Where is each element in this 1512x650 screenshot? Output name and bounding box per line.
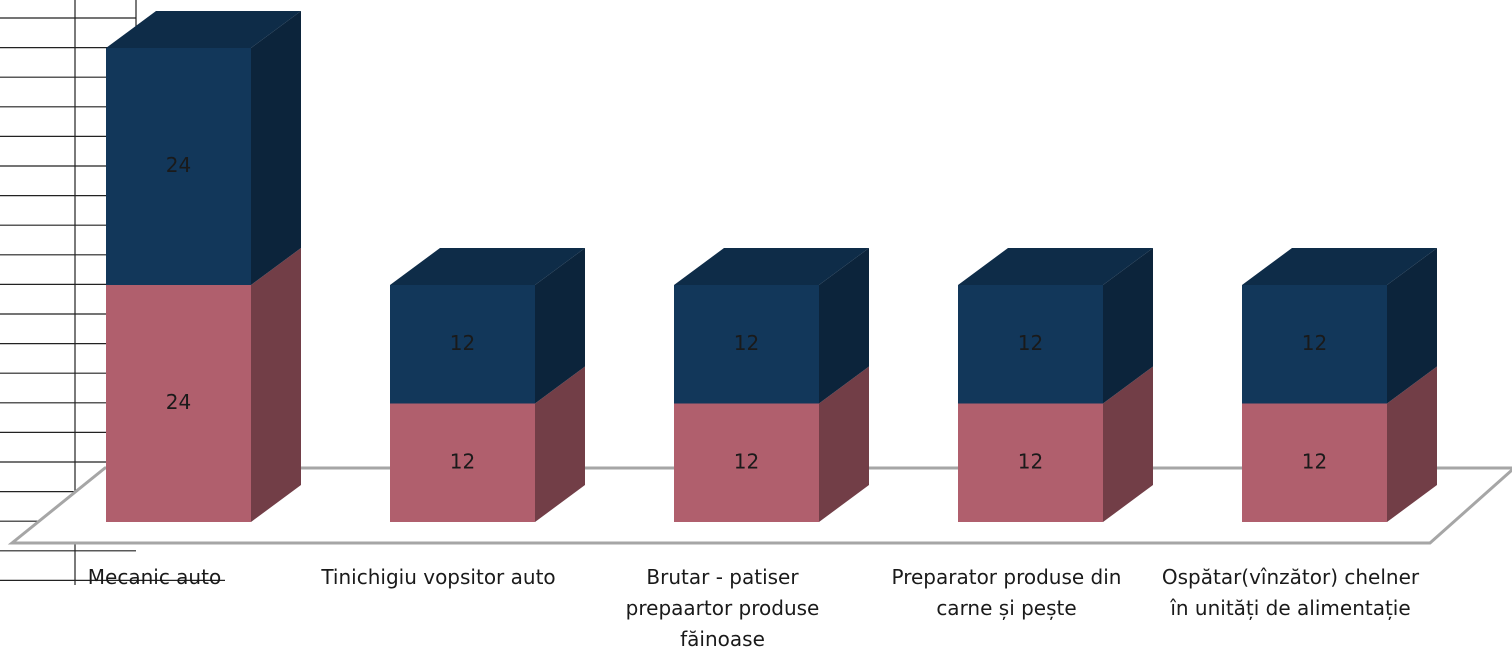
data-label: 24 [166,390,191,414]
bar-side [251,11,301,285]
x-tick-label: Mecanic auto [87,565,222,589]
bar-side [1387,366,1437,522]
bar [106,285,251,522]
data-label: 12 [1018,449,1043,473]
bar [106,48,251,285]
x-tick-label: Tinichigiu vopsitor auto [321,565,556,589]
data-label: 12 [734,449,759,473]
bar-side [1103,366,1153,522]
bar [1242,403,1387,522]
x-tick-label: Brutar - patiser prepaartor produse făin… [625,565,820,650]
bar [390,285,535,404]
bar-top [106,11,301,48]
bar-top [1242,248,1437,285]
bar-side [535,248,585,404]
bar-side [251,248,301,522]
x-tick-label: Ospătar(vînzător) chelner în unități de … [1161,565,1420,620]
bar [674,403,819,522]
data-label: 12 [1018,331,1043,355]
bar [1242,285,1387,404]
bar-top [390,248,585,285]
bar [958,285,1103,404]
x-tick-label: Preparator produse din carne și pește [891,565,1122,620]
bar-side [819,366,869,522]
bar-side [1103,248,1153,404]
bar-top [958,248,1153,285]
bar-side [819,248,869,404]
data-label: 12 [450,449,475,473]
data-label: 12 [1302,449,1327,473]
data-label: 12 [1302,331,1327,355]
bar-top [674,248,869,285]
bar [958,403,1103,522]
data-label: 12 [450,331,475,355]
data-label: 12 [734,331,759,355]
bar-side [535,366,585,522]
bar [390,403,535,522]
bar [674,285,819,404]
bar-side [1387,248,1437,404]
data-label: 24 [166,153,191,177]
